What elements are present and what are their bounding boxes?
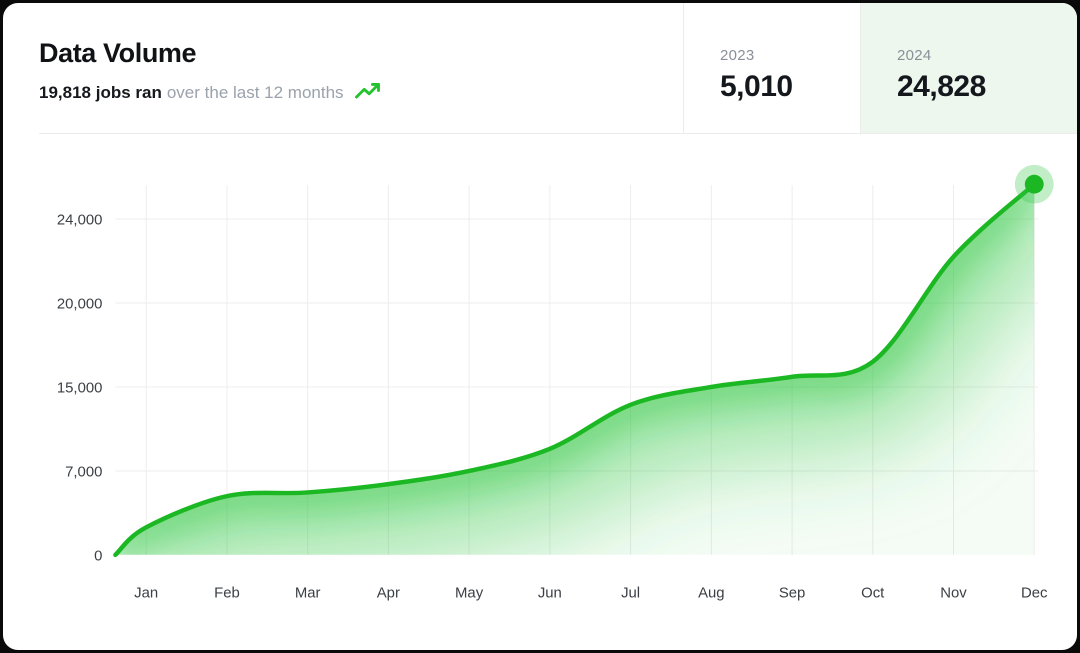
dec-data-point[interactable]	[1024, 174, 1044, 194]
x-axis-label: Apr	[377, 586, 400, 602]
x-axis-label: Jun	[538, 586, 562, 602]
x-axis-label: Nov	[940, 586, 967, 602]
trend-up-icon	[354, 80, 381, 107]
stat-2024[interactable]: 2024 24,828	[860, 3, 1077, 134]
y-axis-label: 24,000	[57, 212, 103, 228]
data-line	[113, 181, 1037, 558]
x-axis-label: Jul	[621, 586, 640, 602]
data-volume-card: Data Volume 19,818 jobs ran over the las…	[3, 3, 1077, 650]
jobs-count: 19,818 jobs ran	[39, 83, 162, 103]
y-axis-label: 15,000	[57, 380, 103, 396]
x-axis-label: Feb	[214, 586, 240, 602]
x-axis-label: Mar	[295, 586, 321, 602]
x-axis-label: Jan	[134, 586, 158, 602]
stat-year-label: 2024	[897, 47, 932, 64]
page-title: Data Volume	[39, 38, 197, 68]
area-fill	[115, 184, 1035, 555]
y-axis-label: 20,000	[57, 296, 103, 312]
stat-2023[interactable]: 2023 5,010	[683, 3, 860, 134]
card-header: Data Volume 19,818 jobs ran over the las…	[3, 3, 1077, 134]
x-axis-label: Dec	[1021, 586, 1048, 602]
subtitle: 19,818 jobs ran over the last 12 months	[39, 80, 381, 107]
y-axis-label: 0	[94, 548, 102, 564]
stat-year-label: 2023	[720, 47, 755, 64]
y-axis-label: 7,000	[65, 464, 102, 480]
year-stats: 2023 5,010 2024 24,828	[683, 3, 1077, 134]
x-axis-label: Aug	[698, 586, 725, 602]
stat-year-value: 5,010	[720, 70, 793, 103]
card-heading: Data Volume 19,818 jobs ran over the las…	[39, 38, 381, 107]
stat-year-value: 24,828	[897, 70, 986, 103]
x-axis-label: May	[455, 586, 484, 602]
subtitle-period: over the last 12 months	[166, 83, 344, 103]
x-axis-label: Sep	[779, 586, 806, 602]
x-axis-label: Oct	[861, 586, 885, 602]
